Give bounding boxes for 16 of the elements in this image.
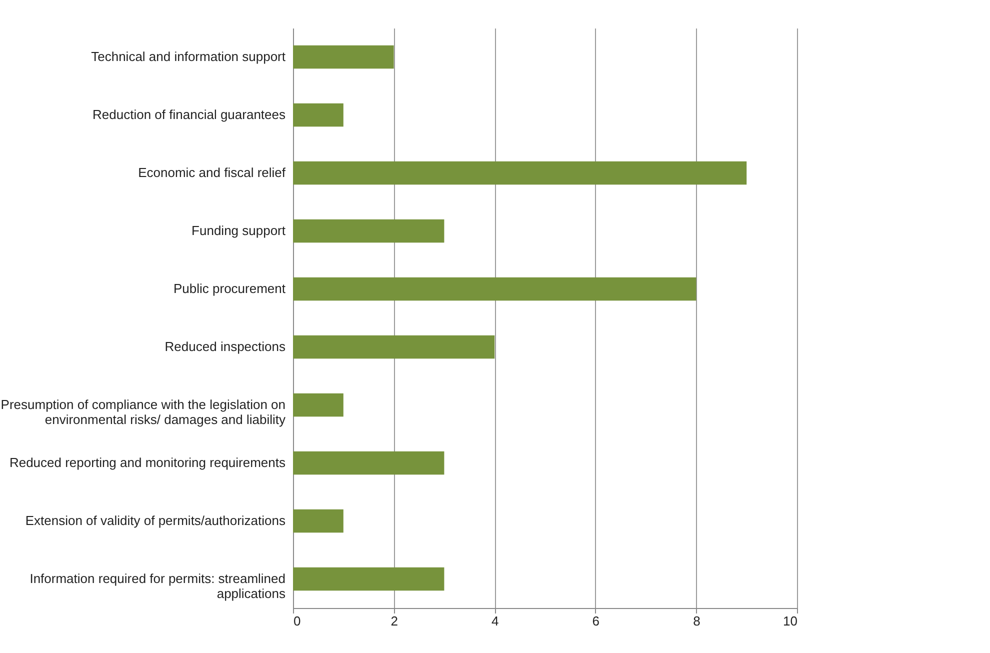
x-tick-label: 0	[294, 614, 301, 628]
y-tick-label: Reduced reporting and monitoring requirements	[9, 455, 286, 470]
x-tick-label: 6	[592, 614, 600, 628]
y-tick-label: Reduced inspections	[164, 339, 286, 354]
y-tick-label: Extension of validity of permits/authorizations	[25, 513, 286, 528]
y-tick-label: Technical and information support	[91, 49, 286, 64]
y-tick-label: Funding support	[192, 223, 286, 238]
y-tick-label: Presumption of compliance with the legislation on environmental risks/ damages and liability	[0, 397, 286, 427]
y-tick-label: Information required for permits: streamlined applications	[30, 571, 286, 601]
x-tick-label: 4	[491, 614, 499, 628]
y-tick-label: Reduction of financial guarantees	[92, 107, 286, 122]
x-tick-label: 8	[693, 614, 700, 628]
y-tick-label: Public procurement	[174, 281, 286, 296]
y-tick-label: Economic and fiscal relief	[138, 165, 286, 180]
x-tick-label: 2	[390, 614, 398, 628]
x-tick-label: 10	[783, 614, 798, 628]
